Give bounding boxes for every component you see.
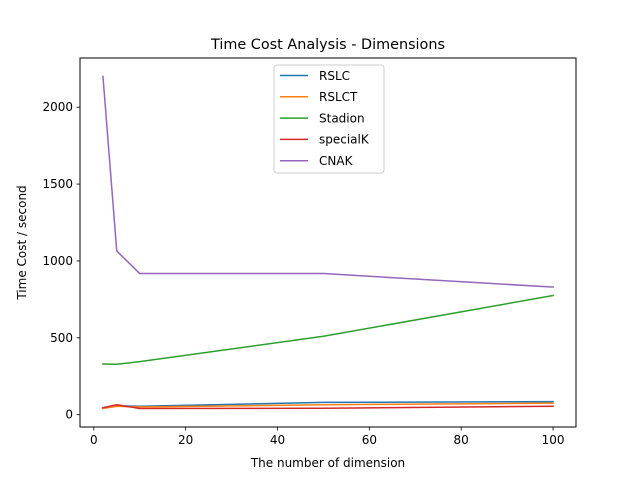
series-line-stadion [102, 294, 554, 366]
x-tick-label: 40 [270, 433, 285, 447]
legend-label-rslct: RSLCT [319, 90, 358, 104]
x-tick-label: 100 [542, 433, 565, 447]
legend-label-stadion: Stadion [319, 111, 365, 125]
y-ticks: 0 500 1000 1500 2000 [42, 100, 80, 422]
x-axis-label: The number of dimension [250, 456, 405, 470]
plot-frame [79, 57, 577, 428]
legend: RSLC RSLCT Stadion specialK CNAK [273, 64, 385, 174]
x-tick-label: 20 [178, 433, 193, 447]
series-line-specialk [102, 403, 554, 410]
legend-label-cnak: CNAK [319, 154, 354, 168]
legend-box [273, 64, 385, 174]
y-tick-label: 2000 [42, 100, 73, 114]
chart-title: Time Cost Analysis - Dimensions [210, 37, 445, 53]
y-tick-label: 1500 [42, 177, 73, 191]
series-line-cnak [102, 75, 554, 288]
legend-label-rslc: RSLC [319, 69, 350, 83]
x-tick-label: 60 [362, 433, 377, 447]
x-tick-label: 0 [90, 433, 98, 447]
series-lines [102, 75, 554, 410]
x-ticks: 0 20 40 60 80 100 [90, 427, 565, 447]
series-line-rslct [102, 402, 554, 410]
x-tick-label: 80 [454, 433, 469, 447]
y-tick-label: 0 [65, 408, 73, 422]
y-axis-label: Time Cost / second [15, 185, 29, 300]
y-tick-label: 500 [50, 331, 73, 345]
legend-label-specialk: specialK [319, 133, 370, 147]
y-tick-label: 1000 [42, 254, 73, 268]
